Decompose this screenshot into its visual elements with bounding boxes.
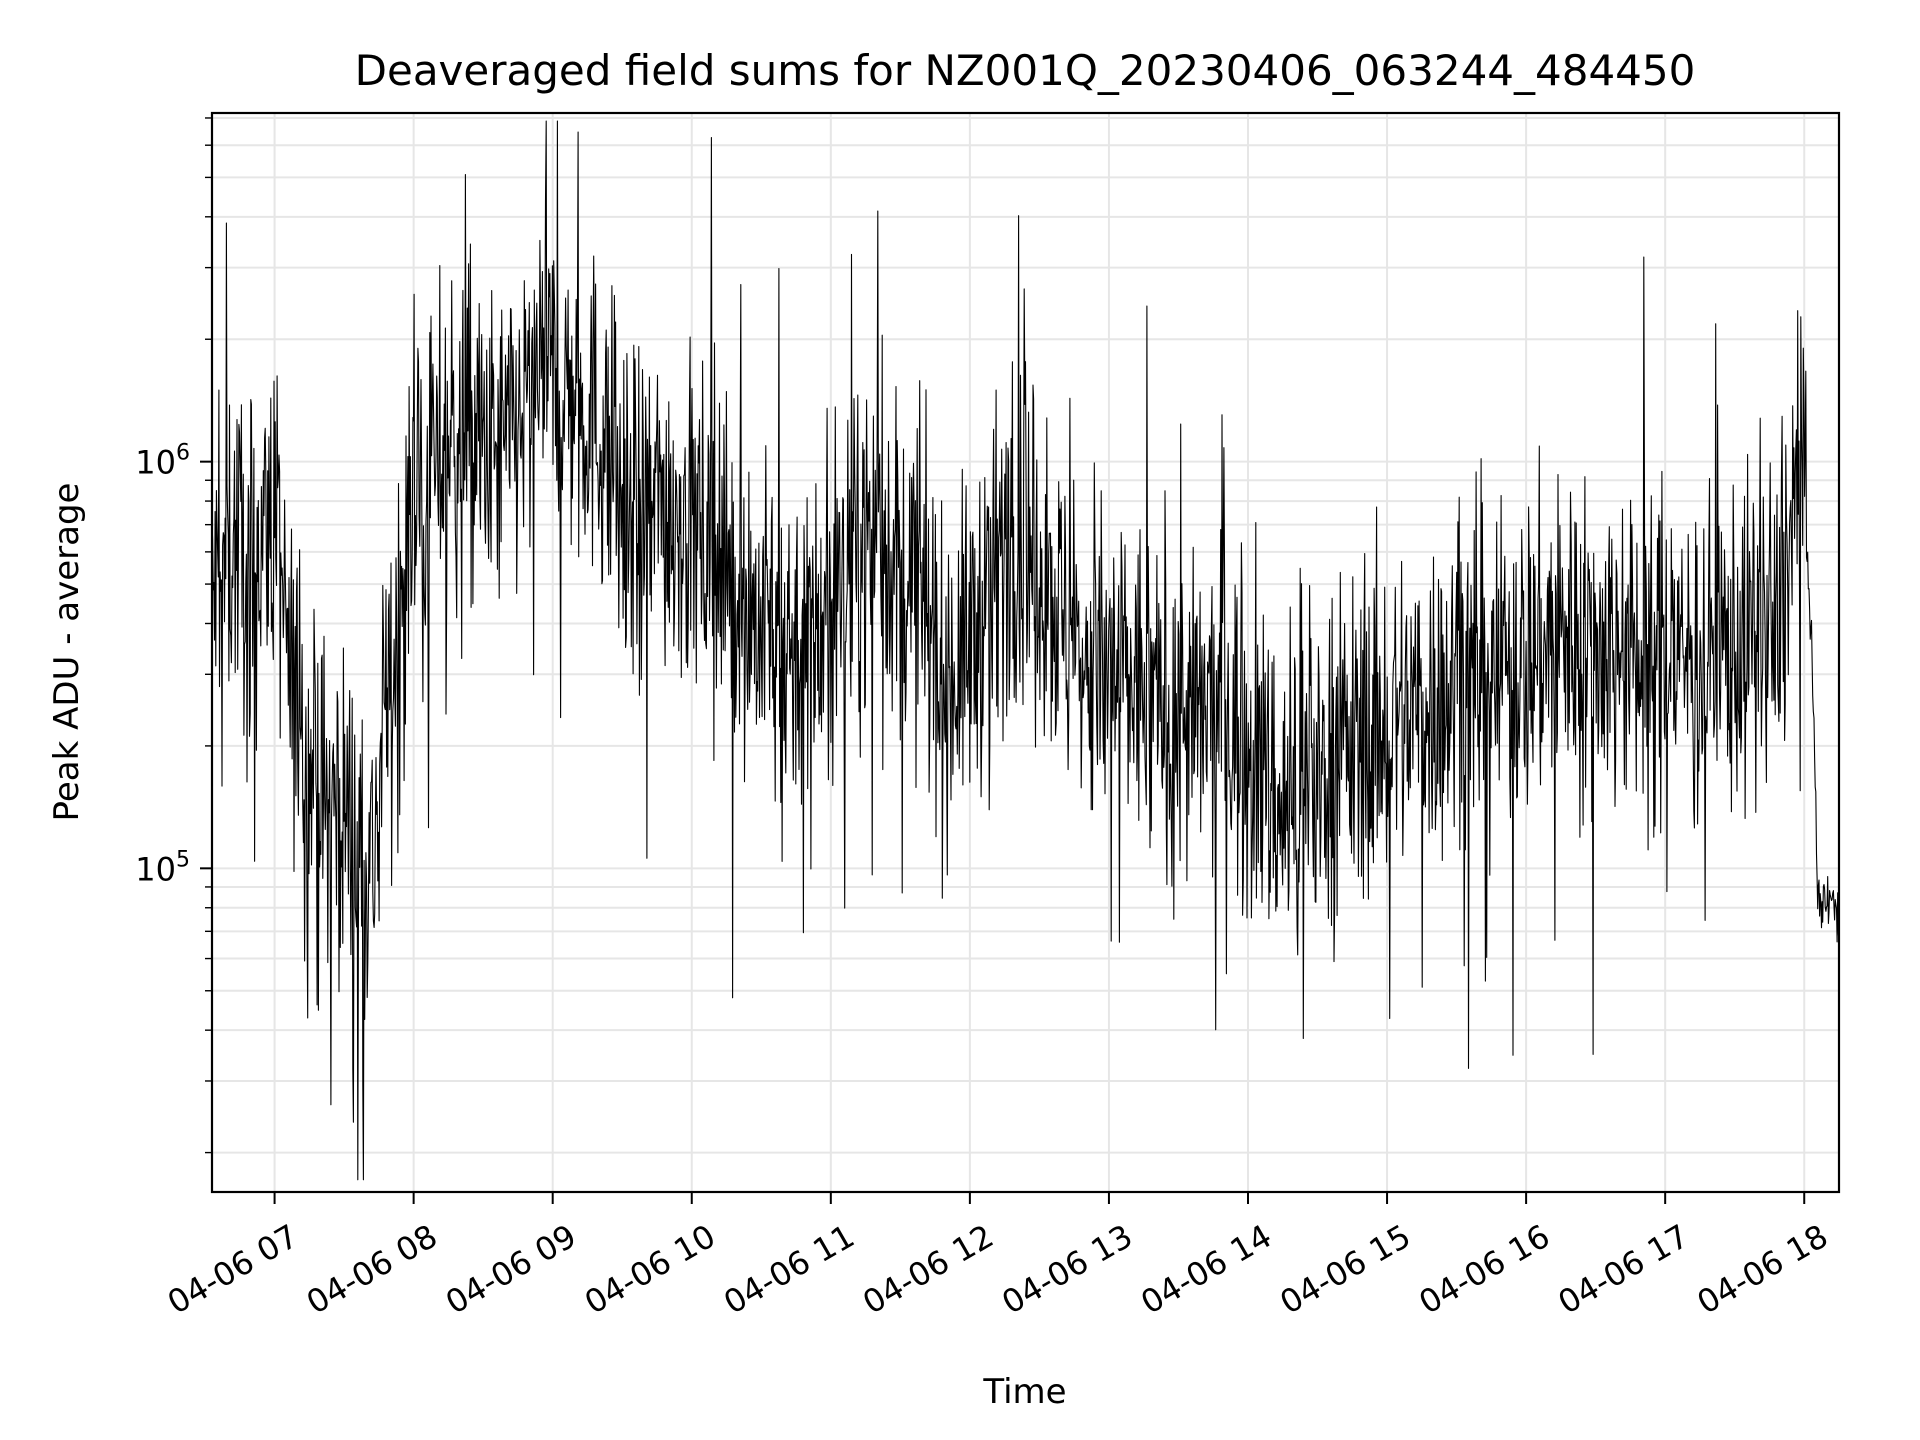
data-line — [211, 120, 1840, 1181]
y-axis: 105 106 — [135, 117, 212, 1154]
x-axis-title: Time — [982, 1372, 1066, 1412]
y-axis-title: Peak ADU - average — [47, 483, 87, 822]
plot-frame — [210, 111, 1841, 1194]
y-tick-label: 105 — [135, 847, 190, 888]
chart-title: Deaveraged field sums for NZ001Q_2023040… — [355, 46, 1696, 95]
series-line — [211, 120, 1840, 1181]
y-tick-label: 106 — [135, 441, 190, 482]
